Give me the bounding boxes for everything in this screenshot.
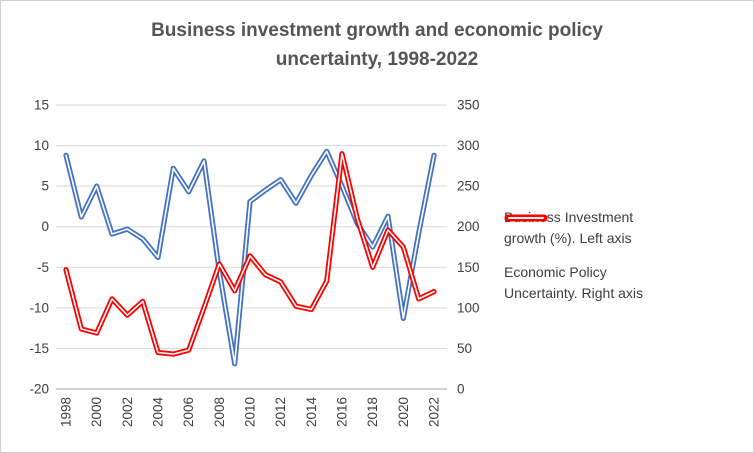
chart-title-line2: uncertainty, 1998-2022 [275,48,479,70]
x-axis-tick-label: 2008 [212,397,227,427]
left-axis-tick-label: -5 [37,260,49,275]
right-axis-tick-label: 50 [457,341,472,356]
right-axis-tick-label: 200 [457,219,480,234]
left-axis-tick-label: -10 [29,300,49,315]
left-axis-tick-label: -20 [29,382,49,397]
x-axis-tick-label: 2004 [151,397,166,428]
chart-title: Business investment growth and economic … [1,17,753,74]
chart-title-line1: Business investment growth and economic … [151,20,603,41]
x-axis-tick-label: 2018 [365,397,380,427]
right-axis-tick-label: 250 [457,179,480,194]
series-core-epu [65,152,435,355]
series-core-business-investment [65,150,435,365]
right-axis-tick-label: 0 [457,382,465,397]
right-axis-tick-label: 300 [457,138,480,153]
x-axis-tick-label: 1998 [59,397,74,427]
legend-label-epu: Economic Policy Uncertainty. Right axis [504,264,644,301]
right-axis-tick-label: 150 [457,260,480,275]
x-axis-tick-label: 2020 [396,397,411,427]
x-axis-tick-label: 2006 [181,397,196,427]
x-axis-tick-label: 2016 [335,397,350,427]
legend: Business Investment growth (%). Left axi… [504,207,748,304]
x-axis-tick-label: 2000 [89,397,104,427]
x-axis-tick-label: 2010 [243,397,258,427]
red-line-marker-icon [504,214,548,222]
left-axis-tick-label: -15 [29,341,49,356]
right-axis-tick-label: 100 [457,300,480,315]
x-axis-tick-label: 2002 [120,397,135,427]
left-axis-tick-label: 0 [41,219,49,234]
right-axis-tick-label: 350 [457,98,480,113]
x-axis-tick-label: 2014 [304,397,319,428]
legend-item-epu: Economic Policy Uncertainty. Right axis [504,214,748,304]
x-axis-tick-label: 2012 [273,397,288,427]
left-axis-tick-label: 15 [34,98,49,113]
left-axis-tick-label: 10 [34,138,49,153]
x-axis-tick-label: 2022 [427,397,442,427]
left-axis-tick-label: 5 [41,179,49,194]
